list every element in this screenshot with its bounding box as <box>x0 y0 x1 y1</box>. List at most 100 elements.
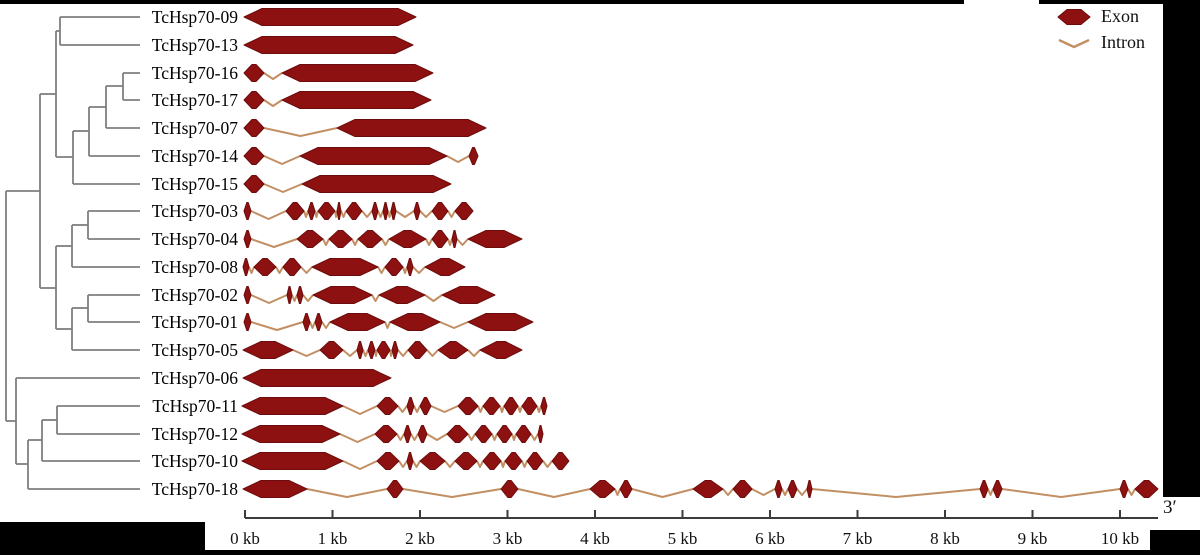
intron-line <box>263 127 338 137</box>
gene-row-TcHsp70-09: TcHsp70-09 <box>152 7 417 27</box>
exon-block <box>241 425 341 443</box>
axis-tick-label: 3 kb <box>493 529 523 548</box>
exon-block <box>474 425 493 443</box>
intron-line <box>413 405 421 413</box>
border-bottom-strip <box>205 550 1200 555</box>
gene-name-label: TcHsp70-05 <box>152 340 239 360</box>
exon-block <box>384 258 404 276</box>
exon-block <box>419 397 432 415</box>
gene-row-TcHsp70-12: TcHsp70-12 <box>152 424 544 444</box>
exon-block <box>388 230 427 248</box>
exon-block <box>389 313 441 331</box>
exon-block <box>500 480 519 498</box>
legend-exon-label: Exon <box>1101 6 1139 26</box>
exon-block <box>243 230 252 248</box>
intron-line <box>397 349 409 357</box>
exon-block <box>376 452 400 470</box>
intron-line <box>291 294 298 302</box>
intron-line <box>263 99 283 107</box>
intron-line <box>250 238 298 248</box>
intron-line <box>321 321 331 329</box>
exon-block <box>504 452 523 470</box>
axis-tick-label: 9 kb <box>1018 529 1048 548</box>
gene-row-TcHsp70-08: TcHsp70-08 <box>152 257 466 277</box>
gene-row-TcHsp70-18: TcHsp70-18 <box>152 479 1159 499</box>
exon-block <box>1134 480 1159 498</box>
legend-item-intron: Intron <box>1056 32 1145 53</box>
intron-line <box>500 460 506 468</box>
exon-block <box>787 480 798 498</box>
exon-block <box>482 397 501 415</box>
exon-block <box>515 425 532 443</box>
gene-name-label: TcHsp70-10 <box>152 451 239 471</box>
scale-axis: 0 kb 1 kb 2 kb 3 kb 4 kb 5 kb 6 kb 7 kb 8 kb 9 kb… <box>230 510 1158 548</box>
intron-line <box>444 460 456 468</box>
intron-line <box>491 433 498 441</box>
exon-block <box>407 341 428 359</box>
exon-block <box>382 202 389 220</box>
exon-block <box>551 452 570 470</box>
border-bottom-right <box>1150 530 1200 555</box>
exon-block <box>241 397 344 415</box>
intron-line <box>511 433 517 441</box>
axis-tick-label: 0 kb <box>230 529 260 548</box>
exon-block <box>403 425 412 443</box>
exon-block <box>345 202 363 220</box>
axis-tick-label: 8 kb <box>930 529 960 548</box>
intron-line <box>1127 488 1136 496</box>
exon-block <box>296 286 304 304</box>
gene-name-label: TcHsp70-09 <box>152 7 239 27</box>
intron-line <box>275 266 284 274</box>
intron-line <box>334 210 338 218</box>
intron-line <box>361 210 373 218</box>
gene-name-label: TcHsp70-17 <box>152 90 239 110</box>
exon-block <box>242 258 250 276</box>
gene-name-label: TcHsp70-06 <box>152 368 239 388</box>
gene-name-label: TcHsp70-13 <box>152 35 239 55</box>
intron-line <box>397 405 408 413</box>
exon-block <box>503 397 519 415</box>
exon-block <box>242 369 392 387</box>
exon-block <box>319 341 344 359</box>
intron-line <box>467 349 481 357</box>
exon-block <box>329 313 386 331</box>
intron-line <box>439 321 469 329</box>
intron-line <box>342 460 378 470</box>
intron-line <box>340 210 347 218</box>
exon-block <box>243 147 265 165</box>
axis-tick-label: 5 kb <box>668 529 698 548</box>
intron-line <box>631 488 694 498</box>
exon-block <box>540 397 548 415</box>
exon-block <box>243 64 265 82</box>
exon-block <box>374 425 398 443</box>
intron-line <box>351 238 359 246</box>
exon-block <box>619 480 633 498</box>
gene-name-label: TcHsp70-11 <box>152 396 238 416</box>
exon-block <box>356 341 364 359</box>
exon-block <box>317 202 336 220</box>
intron-line <box>342 405 378 415</box>
border-bottom-left <box>0 522 205 555</box>
axis-tick-label: 2 kb <box>405 529 435 548</box>
intron-line <box>476 460 484 468</box>
intron-line <box>402 488 502 498</box>
intron-line <box>499 405 505 413</box>
exon-block <box>376 397 399 415</box>
gene-name-label: TcHsp70-04 <box>152 229 239 249</box>
phylo-tree <box>5 16 140 490</box>
exon-block <box>417 425 428 443</box>
exon-block <box>446 425 469 443</box>
gene-name-label: TcHsp70-18 <box>152 479 239 499</box>
gene-row-TcHsp70-02: TcHsp70-02 <box>152 285 496 305</box>
exon-block <box>454 202 474 220</box>
intron-line <box>389 349 393 357</box>
gene-name-label: TcHsp70-12 <box>152 424 238 444</box>
intron-line <box>302 294 314 302</box>
intron-line <box>447 210 456 218</box>
exon-block <box>307 202 316 220</box>
exon-block <box>526 452 544 470</box>
axis-tick-label: 7 kb <box>843 529 873 548</box>
gene-name-label: TcHsp70-15 <box>152 174 239 194</box>
gene-name-label: TcHsp70-02 <box>152 285 238 305</box>
